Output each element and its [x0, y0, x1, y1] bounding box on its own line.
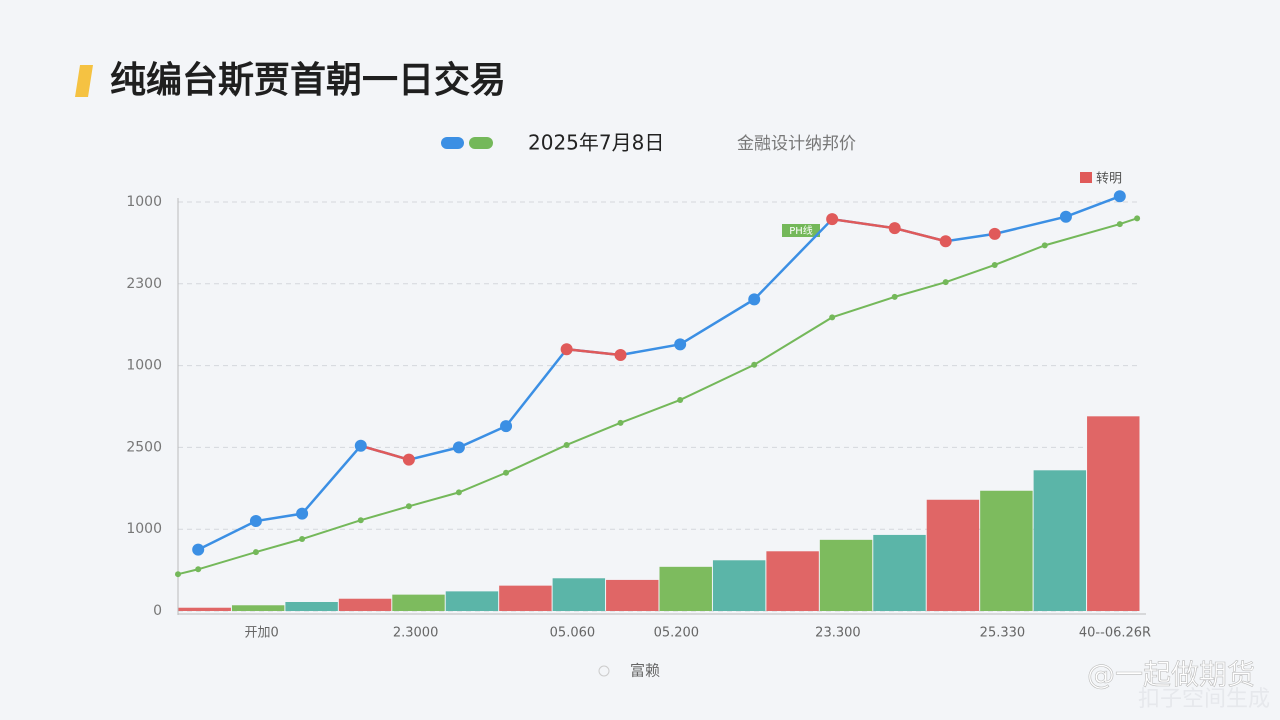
bar [1087, 416, 1140, 611]
bar [338, 598, 392, 611]
y-tick-label: 0 [153, 603, 162, 619]
bar [659, 566, 712, 611]
point [942, 279, 949, 286]
point [888, 222, 901, 235]
bar [873, 534, 926, 611]
point [617, 419, 624, 426]
annotation: PH线 [789, 224, 813, 237]
point [748, 293, 761, 306]
bar [712, 560, 766, 611]
point [1113, 190, 1126, 203]
point [252, 549, 259, 556]
footer-icon [598, 665, 610, 677]
annotation-tag [1080, 172, 1092, 183]
y-tick-label: 2500 [126, 439, 162, 455]
watermark: 扣子空间生成 [1138, 687, 1270, 712]
bar [231, 605, 285, 611]
point [452, 441, 465, 454]
x-tick-label: 05.200 [654, 626, 700, 641]
point [455, 489, 462, 496]
point [354, 439, 367, 452]
bar [980, 490, 1033, 611]
point [677, 396, 684, 403]
point [560, 343, 573, 356]
legend-swatch [441, 137, 464, 149]
point [357, 517, 364, 524]
x-tick-label: 05.060 [550, 626, 596, 641]
point [1134, 215, 1141, 222]
y-tick-label: 1000 [126, 521, 162, 537]
legend-swatch [469, 137, 493, 149]
y-tick-label: 1000 [126, 194, 162, 210]
point [299, 536, 306, 543]
bar [819, 539, 873, 611]
point [1041, 242, 1048, 249]
bar [392, 594, 445, 611]
point [751, 361, 758, 368]
down-segment [566, 347, 621, 357]
legend-label: 金融设计纳邦价 [737, 134, 856, 154]
point [500, 420, 513, 433]
point [891, 293, 898, 300]
down-segment [894, 226, 946, 243]
point [175, 571, 181, 578]
legend-label: 2025年7月8日 [528, 131, 664, 155]
point [249, 515, 262, 528]
point [195, 566, 202, 573]
y-tick-label: 2300 [126, 276, 162, 292]
point [826, 213, 839, 226]
point [1059, 210, 1072, 223]
point [405, 503, 412, 510]
footer-label: 富赖 [630, 662, 660, 680]
bar [926, 499, 980, 611]
point [829, 314, 836, 321]
down-segment [360, 444, 410, 461]
point [991, 261, 998, 268]
point [939, 235, 952, 248]
bar [552, 578, 606, 611]
point [674, 338, 687, 351]
chart-title: 纯编台斯贾首朝一日交易 [110, 59, 506, 101]
point [402, 453, 415, 466]
bar [766, 551, 819, 611]
title-accent [75, 65, 93, 97]
watermark: @一起做期货 [1087, 658, 1255, 691]
bar [178, 607, 231, 611]
y-tick-label: 1000 [126, 358, 162, 374]
x-tick-label: 23.300 [815, 626, 861, 641]
bar [499, 585, 552, 611]
point [614, 348, 627, 361]
point [563, 441, 570, 448]
x-tick-label: 2.3000 [393, 626, 439, 641]
point [192, 543, 205, 556]
x-tick-label: 25.330 [980, 626, 1026, 641]
point [503, 469, 510, 476]
annotation-tag [782, 224, 820, 237]
x-tick-label: 开加0 [245, 626, 279, 641]
bar [1033, 470, 1087, 611]
bar [445, 591, 499, 611]
x-tick-label: 40--06.26R [1079, 626, 1151, 641]
bar [285, 602, 338, 611]
annotation: 转明 [1096, 172, 1122, 187]
bar [606, 579, 659, 611]
point [988, 227, 1001, 240]
point [1116, 221, 1123, 228]
point [296, 507, 309, 520]
down-segment [831, 217, 895, 230]
